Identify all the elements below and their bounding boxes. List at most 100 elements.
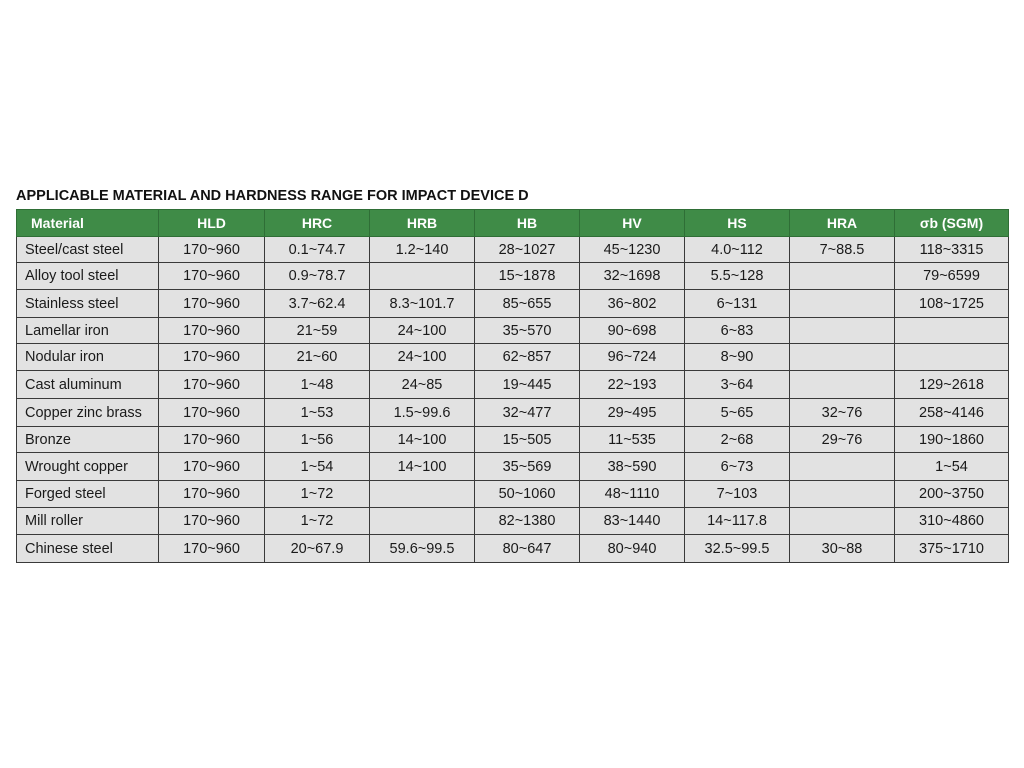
value-cell: 0.9~78.7 [264,262,370,290]
value-cell: 258~4146 [894,398,1009,427]
value-cell: 85~655 [474,289,580,318]
value-cell: 2~68 [684,426,790,453]
value-cell: 15~1878 [474,262,580,290]
value-cell: 21~59 [264,317,370,344]
column-header-hs: HS [684,209,790,237]
value-cell: 0.1~74.7 [264,236,370,263]
table-header-row: Material HLD HRC HRB HB HV HS HRA σb (SGM) [16,209,1009,237]
material-name-cell: Forged steel [16,480,159,508]
value-cell: 108~1725 [894,289,1009,318]
value-cell: 1~54 [264,452,370,481]
value-cell: 190~1860 [894,426,1009,453]
material-name-cell: Alloy tool steel [16,262,159,290]
table-row: Lamellar iron 170~960 21~59 24~100 35~570 90~… [16,317,1009,344]
value-cell: 36~802 [579,289,685,318]
value-cell [789,480,895,508]
column-header-hld: HLD [158,209,265,237]
value-cell: 29~495 [579,398,685,427]
value-cell: 50~1060 [474,480,580,508]
value-cell [789,317,895,344]
value-cell: 14~100 [369,452,475,481]
value-cell [369,507,475,535]
column-header-hv: HV [579,209,685,237]
material-name-cell: Copper zinc brass [16,398,159,427]
value-cell: 7~103 [684,480,790,508]
value-cell: 83~1440 [579,507,685,535]
value-cell: 1~56 [264,426,370,453]
value-cell: 200~3750 [894,480,1009,508]
value-cell: 1~72 [264,480,370,508]
column-header-hrc: HRC [264,209,370,237]
material-name-cell: Cast aluminum [16,370,159,399]
value-cell: 32~76 [789,398,895,427]
value-cell: 129~2618 [894,370,1009,399]
value-cell: 118~3315 [894,236,1009,263]
value-cell: 6~83 [684,317,790,344]
value-cell: 22~193 [579,370,685,399]
column-header-hb: HB [474,209,580,237]
material-name-cell: Lamellar iron [16,317,159,344]
value-cell: 45~1230 [579,236,685,263]
material-name-cell: Stainless steel [16,289,159,318]
value-cell: 38~590 [579,452,685,481]
value-cell: 170~960 [158,452,265,481]
value-cell: 5~65 [684,398,790,427]
table-row: Stainless steel 170~960 3.7~62.4 8.3~101.7 8… [16,289,1009,318]
value-cell [789,370,895,399]
value-cell [369,262,475,290]
table-title: APPLICABLE MATERIAL AND HARDNESS RANGE F… [16,188,529,204]
value-cell [789,452,895,481]
material-name-cell: Mill roller [16,507,159,535]
table-row: Chinese steel 170~960 20~67.9 59.6~99.5 80~6… [16,534,1009,563]
value-cell: 21~60 [264,343,370,371]
table-row: Copper zinc brass 170~960 1~53 1.5~99.6 32~4… [16,398,1009,427]
value-cell: 32~1698 [579,262,685,290]
value-cell: 30~88 [789,534,895,563]
value-cell: 62~857 [474,343,580,371]
value-cell: 3.7~62.4 [264,289,370,318]
value-cell: 6~131 [684,289,790,318]
value-cell: 11~535 [579,426,685,453]
value-cell: 90~698 [579,317,685,344]
value-cell: 14~117.8 [684,507,790,535]
column-header-hra: HRA [789,209,895,237]
table-row: Nodular iron 170~960 21~60 24~100 62~857 96~7… [16,343,1009,371]
value-cell: 24~85 [369,370,475,399]
value-cell: 14~100 [369,426,475,453]
value-cell: 79~6599 [894,262,1009,290]
value-cell: 170~960 [158,317,265,344]
value-cell: 170~960 [158,289,265,318]
value-cell: 35~569 [474,452,580,481]
value-cell: 5.5~128 [684,262,790,290]
value-cell: 170~960 [158,480,265,508]
value-cell: 1.5~99.6 [369,398,475,427]
value-cell: 20~67.9 [264,534,370,563]
value-cell: 96~724 [579,343,685,371]
value-cell: 8.3~101.7 [369,289,475,318]
table-row: Forged steel 170~960 1~72 50~1060 48~1110 7~1… [16,480,1009,508]
value-cell: 1.2~140 [369,236,475,263]
value-cell: 24~100 [369,317,475,344]
value-cell: 170~960 [158,262,265,290]
value-cell: 3~64 [684,370,790,399]
value-cell [789,507,895,535]
value-cell [789,262,895,290]
value-cell: 310~4860 [894,507,1009,535]
value-cell: 170~960 [158,534,265,563]
value-cell [369,480,475,508]
value-cell: 19~445 [474,370,580,399]
value-cell: 80~940 [579,534,685,563]
value-cell: 48~1110 [579,480,685,508]
value-cell: 170~960 [158,507,265,535]
value-cell: 8~90 [684,343,790,371]
value-cell: 59.6~99.5 [369,534,475,563]
value-cell: 15~505 [474,426,580,453]
value-cell: 32.5~99.5 [684,534,790,563]
material-name-cell: Chinese steel [16,534,159,563]
value-cell: 29~76 [789,426,895,453]
value-cell: 1~48 [264,370,370,399]
value-cell: 1~54 [894,452,1009,481]
table-row: Wrought copper 170~960 1~54 14~100 35~569 38~… [16,452,1009,481]
material-name-cell: Steel/cast steel [16,236,159,263]
value-cell: 170~960 [158,426,265,453]
